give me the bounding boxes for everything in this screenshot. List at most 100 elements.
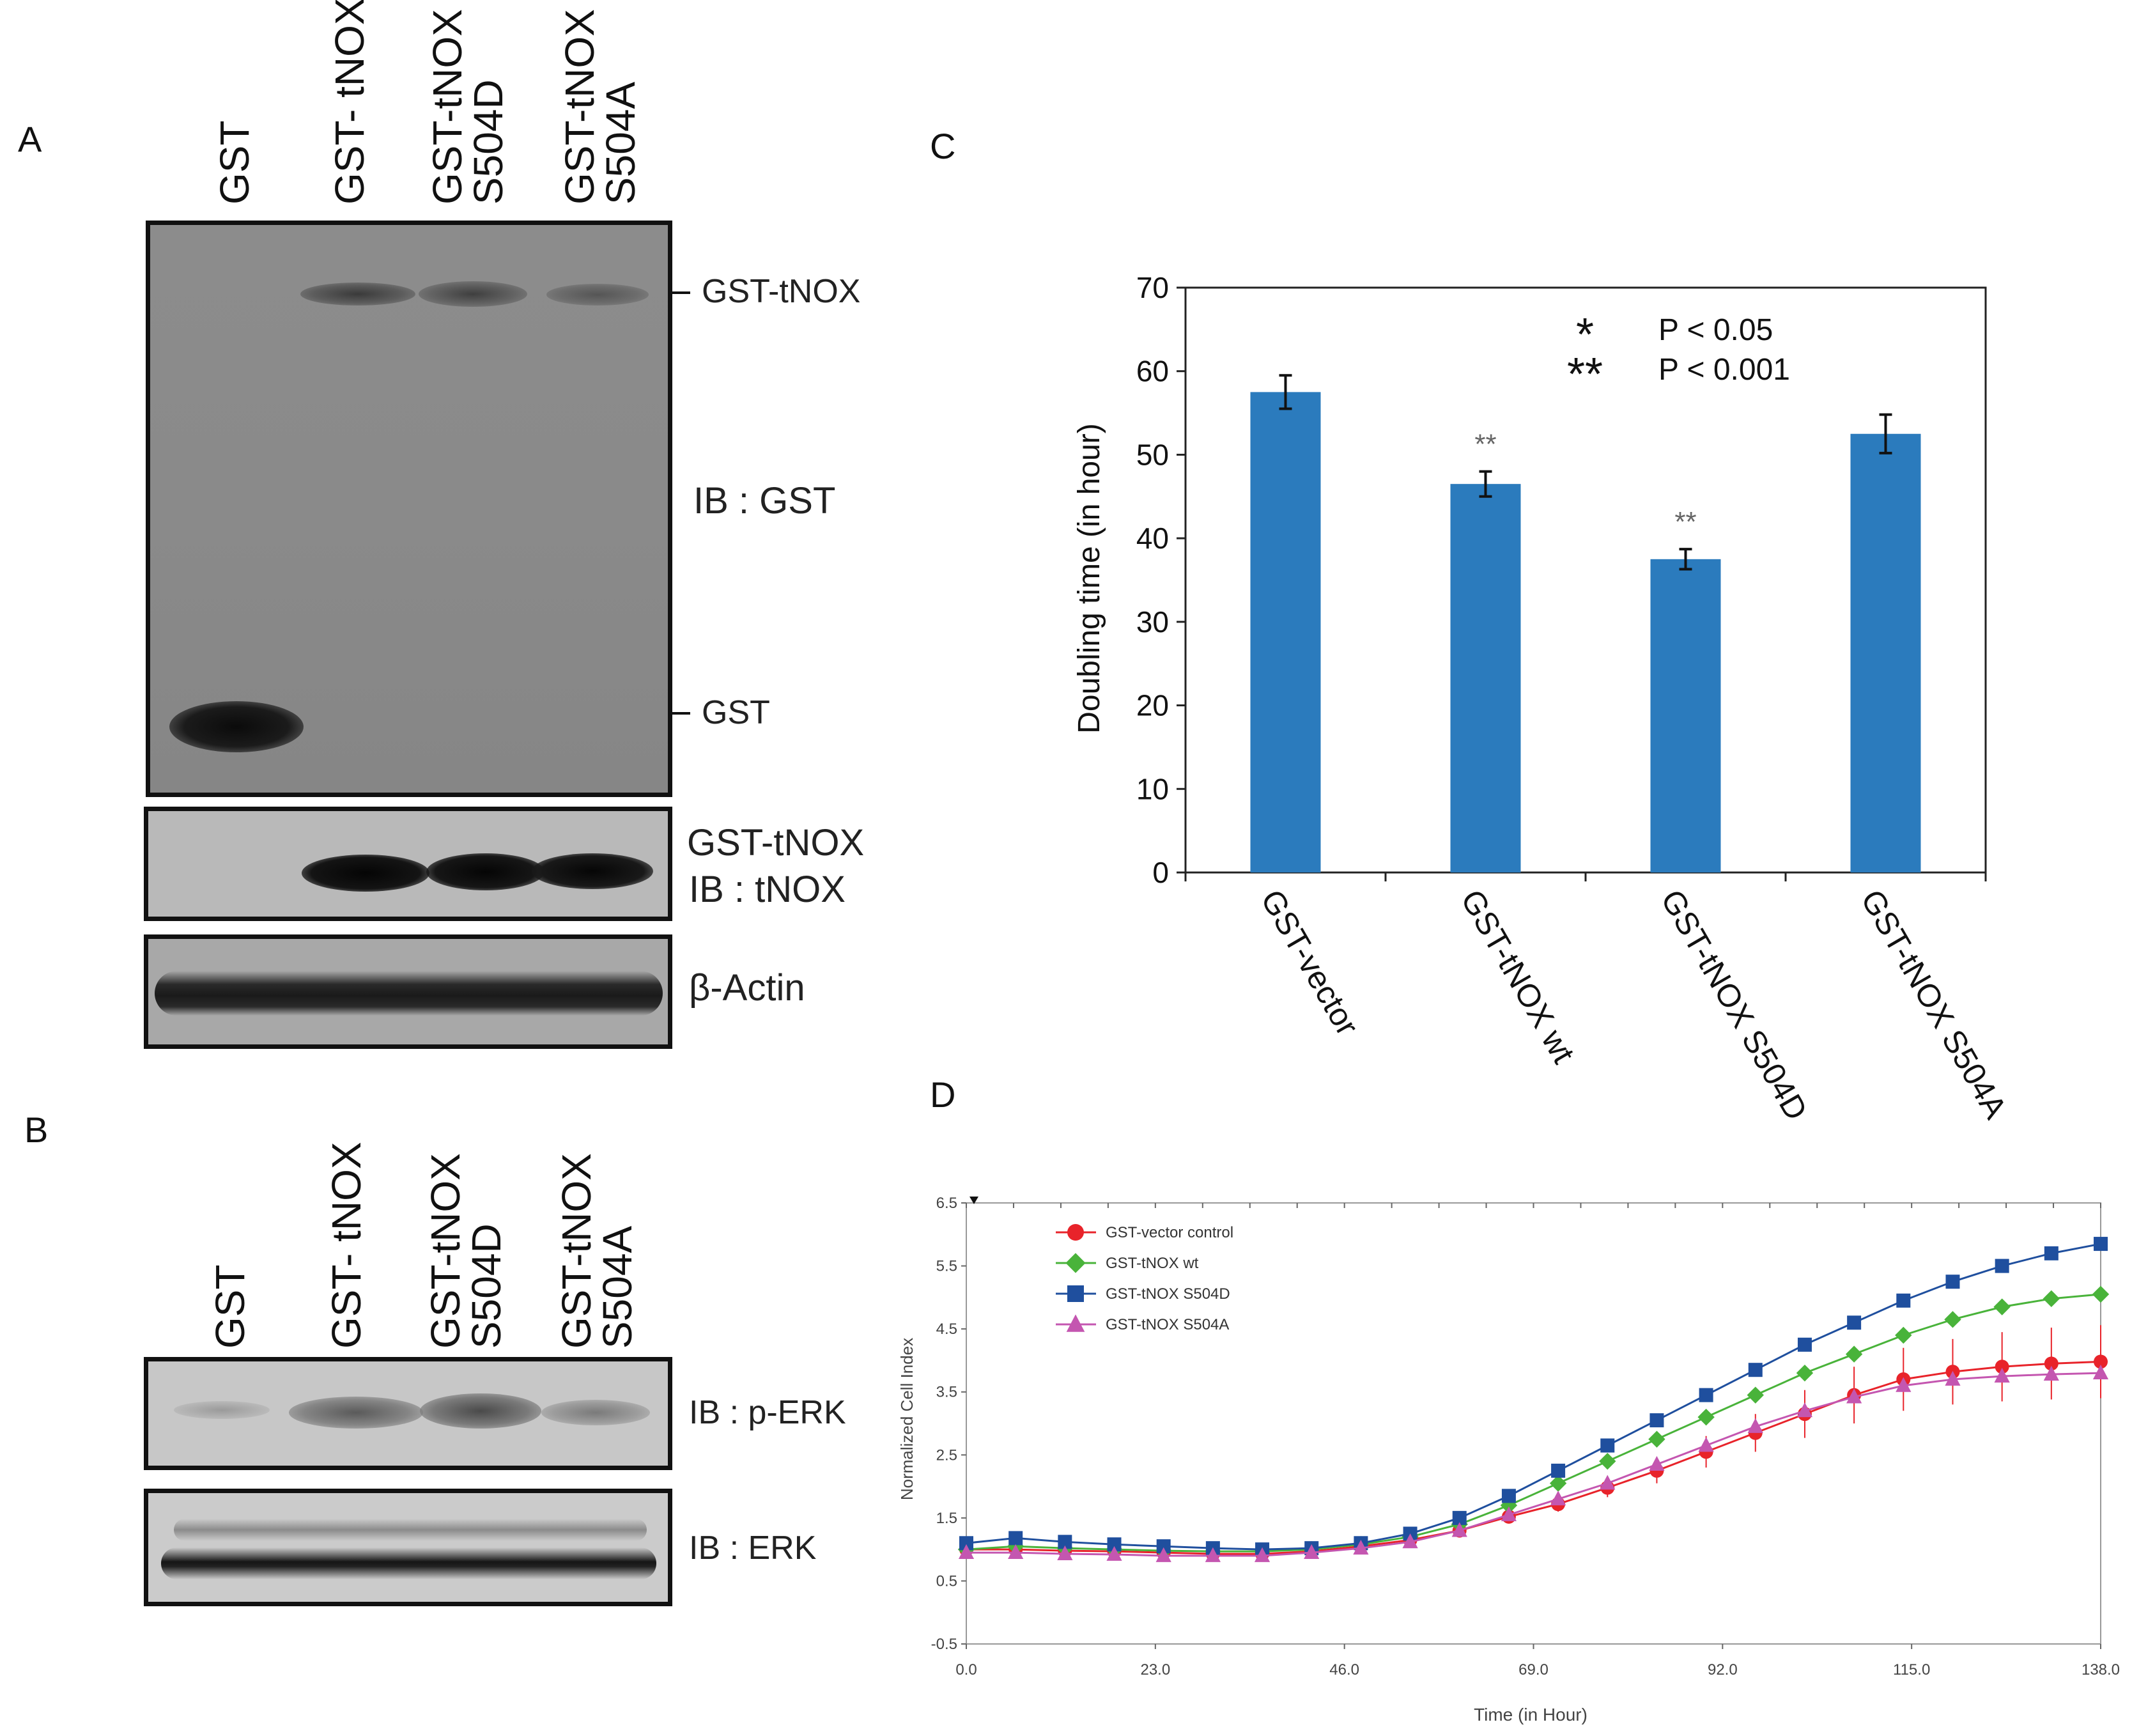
data-point bbox=[1067, 1224, 1084, 1241]
bar bbox=[1650, 559, 1721, 872]
y-tick-label: 50 bbox=[1136, 438, 1169, 471]
data-point bbox=[1501, 1506, 1517, 1521]
data-point bbox=[1747, 1386, 1764, 1404]
band-gst-tnox bbox=[300, 283, 415, 306]
y-tick-label: 10 bbox=[1136, 772, 1169, 805]
data-point bbox=[1451, 1522, 1467, 1537]
ib-tnox-label: IB : tNOX bbox=[689, 869, 846, 910]
line-series bbox=[957, 1237, 2110, 1562]
bar-chart: 0 10 20 30 40 50 60 70 ** ** GST-vector GST-tNOX … bbox=[1072, 271, 2014, 1126]
blot-actin bbox=[144, 934, 672, 1049]
band-erk-upper bbox=[174, 1519, 647, 1541]
bar bbox=[1450, 484, 1521, 872]
category-label: GST-vector bbox=[1254, 884, 1366, 1042]
x-tick-label: 115.0 bbox=[1893, 1661, 1930, 1678]
bar bbox=[1250, 392, 1321, 872]
y-tick-label: 40 bbox=[1136, 522, 1169, 555]
legend-label: GST-tNOX S504A bbox=[1106, 1316, 1229, 1333]
data-point bbox=[1895, 1326, 1912, 1344]
y-tick-label: 2.5 bbox=[936, 1446, 957, 1464]
time-marker-icon bbox=[969, 1197, 978, 1204]
category-label: GST-tNOX S504A bbox=[1854, 884, 2014, 1126]
x-axis-label: Time (in Hour) bbox=[1474, 1705, 1587, 1724]
y-tick-label: 5.5 bbox=[936, 1258, 957, 1275]
data-point bbox=[958, 1544, 975, 1559]
data-point bbox=[2092, 1364, 2109, 1380]
data-point bbox=[1107, 1537, 1122, 1552]
x-tick-label: 69.0 bbox=[1518, 1661, 1549, 1678]
data-point bbox=[1067, 1285, 1084, 1302]
marker-label-gst: GST bbox=[702, 694, 770, 731]
data-point bbox=[1057, 1545, 1073, 1560]
panel-letter-b: B bbox=[24, 1110, 49, 1150]
band-tnox bbox=[302, 855, 429, 892]
y-tick-label: 70 bbox=[1136, 271, 1169, 304]
error-bars bbox=[1279, 374, 1892, 571]
data-point bbox=[1995, 1360, 2009, 1374]
y-tick-label: -0.5 bbox=[931, 1636, 957, 1653]
legend-text-2: P < 0.001 bbox=[1658, 353, 1790, 387]
category-label: GST-tNOX wt bbox=[1454, 884, 1582, 1069]
data-point bbox=[1649, 1413, 1664, 1428]
band-actin bbox=[155, 971, 663, 1016]
data-point bbox=[1599, 1452, 1616, 1470]
legend-label: GST-vector control bbox=[1106, 1224, 1233, 1241]
series-line bbox=[966, 1360, 2101, 1555]
data-point bbox=[1945, 1370, 1961, 1386]
y-tick-label: 60 bbox=[1136, 355, 1169, 388]
y-axis-ticks: -0.5 0.5 1.5 2.5 3.5 4.5 5.5 6.5 bbox=[931, 1195, 966, 1653]
data-point bbox=[2094, 1237, 2108, 1252]
data-point bbox=[1452, 1510, 1467, 1525]
significance-marks: ** ** bbox=[1474, 429, 1696, 538]
plot-frame bbox=[966, 1202, 2101, 1645]
data-point bbox=[1549, 1475, 1567, 1492]
data-point bbox=[1008, 1544, 1024, 1559]
x-tick-label: 0.0 bbox=[955, 1661, 977, 1678]
y-axis-label: Normalized Cell Index bbox=[897, 1338, 916, 1500]
band-erk-lower bbox=[161, 1547, 656, 1579]
data-point bbox=[1155, 1547, 1171, 1562]
ib-perk-label: IB : p-ERK bbox=[689, 1394, 846, 1431]
data-point bbox=[1995, 1259, 2009, 1273]
x-axis-ticks: 0.0 23.0 46.0 69.0 92.0 115.0 138.0 bbox=[955, 1644, 2120, 1678]
top-axis-ticks bbox=[966, 1203, 2101, 1208]
ib-erk-label: IB : ERK bbox=[689, 1530, 817, 1567]
y-tick-label: 20 bbox=[1136, 689, 1169, 722]
y-tick-label: 0.5 bbox=[936, 1572, 957, 1590]
data-point bbox=[1944, 1311, 1961, 1328]
data-point bbox=[1699, 1388, 1713, 1402]
data-point bbox=[1698, 1437, 1714, 1452]
data-point bbox=[1993, 1298, 2011, 1315]
bar bbox=[1850, 433, 1921, 872]
data-point bbox=[1304, 1544, 1320, 1559]
panel-letter-d: D bbox=[930, 1074, 956, 1115]
panel-letter-a: A bbox=[18, 119, 42, 159]
band-perk bbox=[541, 1400, 650, 1425]
band-perk bbox=[174, 1401, 270, 1419]
data-point bbox=[1156, 1539, 1171, 1554]
data-point bbox=[1649, 1455, 1665, 1471]
category-label: GST-tNOX S504D bbox=[1654, 884, 1814, 1126]
data-point bbox=[1501, 1489, 1516, 1503]
legend-label: GST-tNOX wt bbox=[1106, 1255, 1199, 1272]
legend-text-1: P < 0.05 bbox=[1658, 313, 1773, 347]
data-point bbox=[1600, 1438, 1615, 1453]
data-point bbox=[2094, 1354, 2108, 1369]
lane-label: GST-tNOX S504A bbox=[553, 1153, 640, 1349]
band-perk bbox=[420, 1393, 541, 1429]
data-point bbox=[1797, 1337, 1812, 1352]
data-point bbox=[1697, 1408, 1715, 1426]
x-axis-ticks bbox=[1184, 872, 1987, 881]
marker-label-gst-tnox: GST-tNOX bbox=[702, 273, 861, 310]
data-point bbox=[1896, 1293, 1911, 1308]
band-gst-tnox bbox=[419, 281, 527, 307]
band-tnox bbox=[532, 853, 653, 889]
data-point bbox=[1994, 1367, 2010, 1383]
legend-label: GST-tNOX S504D bbox=[1106, 1285, 1230, 1303]
data-point bbox=[1648, 1430, 1665, 1448]
data-point bbox=[1846, 1388, 1862, 1404]
legend-symbol-1: * bbox=[1576, 309, 1594, 360]
x-tick-label: 92.0 bbox=[1708, 1661, 1738, 1678]
lane-label: GST- tNOX bbox=[323, 1142, 369, 1349]
line-chart: -0.5 0.5 1.5 2.5 3.5 4.5 5.5 6.5 0.0 23.0 46.0 69.… bbox=[897, 1195, 2120, 1724]
